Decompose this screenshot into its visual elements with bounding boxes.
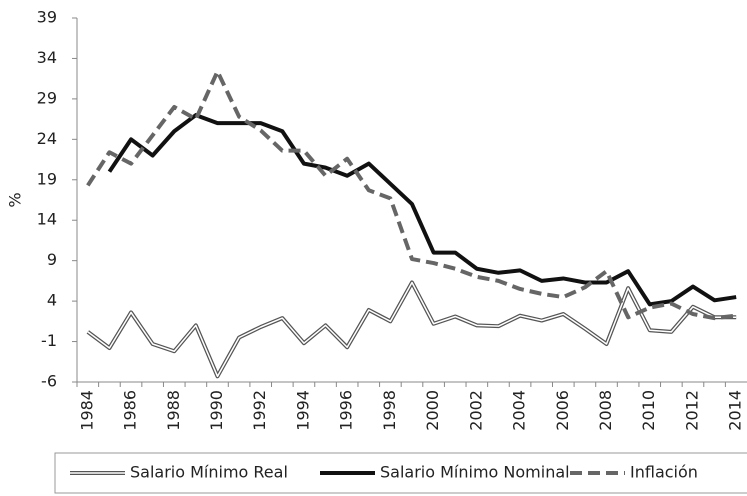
x-tick-label: 1988 — [164, 390, 183, 431]
x-tick-label: 1990 — [207, 390, 226, 431]
series-line — [86, 280, 737, 379]
y-axis-label: % — [6, 192, 25, 207]
x-tick-label: 2014 — [726, 390, 745, 431]
y-tick-label: 9 — [47, 250, 57, 269]
y-tick-label: -1 — [41, 331, 57, 350]
series-line-inner — [87, 281, 737, 378]
x-tick-label: 1986 — [121, 390, 140, 431]
x-tick-label: 2010 — [639, 390, 658, 431]
y-tick-label: 19 — [37, 169, 57, 188]
x-tick-label: 1984 — [77, 390, 96, 431]
y-tick-label: 39 — [37, 8, 57, 27]
legend-label: Inflación — [630, 463, 698, 482]
legend-label: Salario Mínimo Real — [130, 463, 288, 482]
x-tick-label: 2000 — [423, 390, 442, 431]
series-line — [107, 113, 737, 307]
x-tick-label: 2012 — [682, 390, 701, 431]
x-tick-label: 2002 — [466, 390, 485, 431]
y-tick-label: 14 — [37, 210, 57, 229]
legend-label: Salario Mínimo Nominal — [380, 463, 570, 482]
x-tick-label: 2006 — [553, 390, 572, 431]
y-tick-label: 29 — [37, 88, 57, 107]
x-tick-label: 1998 — [380, 390, 399, 431]
x-tick-label: 1992 — [250, 390, 269, 431]
y-tick-label: -6 — [41, 372, 57, 391]
legend-box — [54, 452, 747, 494]
y-tick-label: 24 — [37, 129, 57, 148]
x-tick-label: 1994 — [293, 390, 312, 431]
x-tick-label: 1996 — [337, 390, 356, 431]
x-tick-label: 2008 — [596, 390, 615, 431]
y-tick-label: 34 — [37, 48, 57, 67]
x-tick-label: 2004 — [510, 390, 529, 431]
y-tick-label: 4 — [47, 291, 57, 310]
series-line — [86, 69, 737, 321]
